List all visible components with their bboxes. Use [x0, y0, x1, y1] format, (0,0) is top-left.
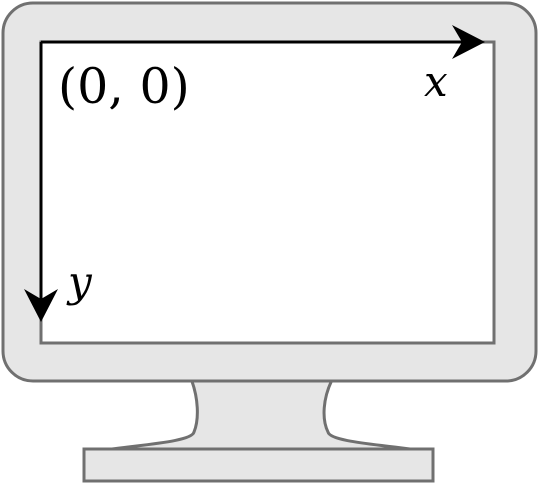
y-axis-label: y — [66, 257, 93, 306]
y-axis-arrow — [24, 42, 58, 322]
arrow-down-icon — [24, 289, 58, 322]
monitor-stand-neck — [110, 374, 412, 451]
origin-label: (0, 0) — [58, 58, 190, 115]
arrow-right-icon — [452, 25, 485, 59]
monitor-stand-base — [82, 447, 435, 483]
x-axis-arrow — [41, 25, 485, 59]
monitor-screen — [39, 40, 496, 345]
x-axis-label: x — [424, 57, 448, 106]
